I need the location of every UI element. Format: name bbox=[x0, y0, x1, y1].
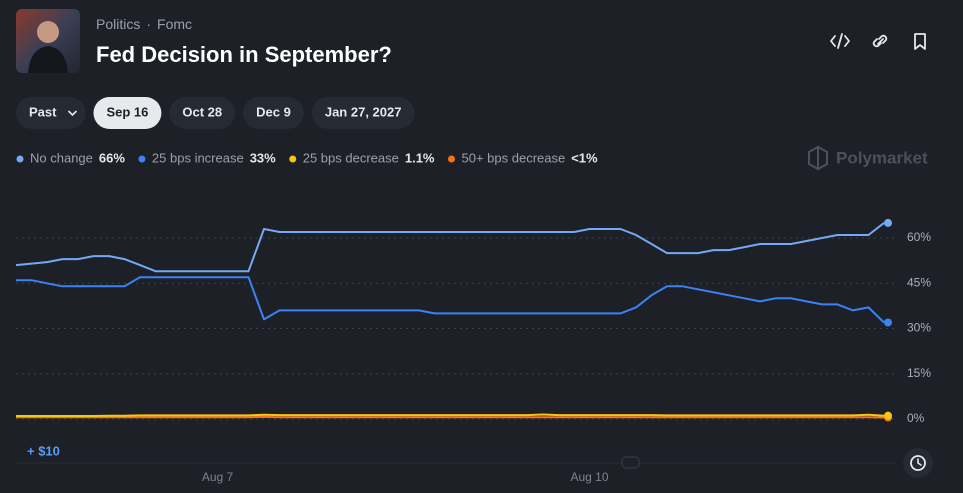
tab-background bbox=[16, 97, 86, 129]
tab[interactable]: Jan 27, 2027 bbox=[311, 97, 415, 129]
quick-bet[interactable]: + $10 bbox=[27, 443, 60, 458]
y-tick-label: 30% bbox=[907, 321, 931, 335]
legend-name: No change bbox=[30, 150, 93, 165]
series-line bbox=[16, 276, 885, 324]
tab-label: Jan 27, 2027 bbox=[325, 104, 402, 119]
legend-value: 1.1% bbox=[405, 150, 435, 165]
legend-value: 66% bbox=[99, 150, 125, 165]
tab-background bbox=[93, 97, 162, 129]
tab-background bbox=[243, 97, 304, 129]
time-button[interactable] bbox=[903, 448, 933, 478]
tab-background bbox=[169, 97, 236, 129]
tab[interactable]: Oct 28 bbox=[169, 97, 236, 129]
embed-button[interactable] bbox=[830, 33, 850, 49]
x-tick-label: Aug 7 bbox=[202, 470, 234, 484]
scrubber-handle[interactable] bbox=[621, 456, 640, 469]
legend-dot bbox=[16, 155, 24, 163]
tab-background bbox=[311, 97, 415, 129]
tab[interactable]: Sep 16 bbox=[93, 97, 162, 129]
y-tick-label: 0% bbox=[907, 411, 925, 425]
legend-name: 50+ bps decrease bbox=[462, 150, 566, 165]
legend-dot bbox=[289, 155, 297, 163]
y-tick-label: 45% bbox=[907, 275, 931, 289]
series-line bbox=[16, 413, 885, 417]
link-button[interactable] bbox=[872, 34, 888, 48]
series-line bbox=[16, 415, 885, 419]
legend-dot bbox=[448, 155, 455, 163]
end-dot bbox=[884, 411, 892, 420]
legend-name: 25 bps increase bbox=[152, 150, 244, 165]
tab-label: Past bbox=[29, 104, 57, 119]
tab-label: Oct 28 bbox=[182, 104, 222, 119]
legend-item: 25 bps increase 33% bbox=[138, 150, 276, 165]
plot: 0% 15% 30% 45% 60% Aug 7 Aug 10 bbox=[15, 218, 931, 484]
legend-item: No change 66% bbox=[16, 150, 125, 165]
legend-name: 25 bps decrease bbox=[303, 150, 399, 165]
tab[interactable]: Dec 9 bbox=[243, 97, 304, 129]
tab[interactable]: Past bbox=[16, 97, 86, 129]
brand: Polymarket bbox=[808, 145, 928, 171]
market-title: Fed Decision in September? bbox=[96, 42, 392, 67]
tab-label: Sep 16 bbox=[106, 104, 148, 119]
tab-bar: Past Sep 16 Oct 28 Dec 9 Jan 27, 2027 bbox=[16, 97, 415, 129]
chevron bbox=[67, 110, 78, 117]
breadcrumb-item[interactable]: Politics bbox=[96, 16, 140, 32]
x-tick-label: Aug 10 bbox=[570, 470, 608, 484]
market-image bbox=[16, 9, 80, 73]
legend-value: 33% bbox=[250, 150, 276, 165]
separator: · bbox=[146, 16, 151, 32]
end-dot bbox=[884, 318, 892, 327]
legend: No change 66% 25 bps increase 33% 25 bps dec… bbox=[16, 150, 598, 165]
legend-item: 25 bps decrease 1.1% bbox=[289, 150, 435, 165]
y-tick-label: 60% bbox=[907, 230, 931, 244]
series-line bbox=[15, 222, 885, 273]
brand-name: Polymarket bbox=[836, 148, 928, 167]
y-tick-label: 15% bbox=[907, 366, 931, 380]
legend-value: <1% bbox=[571, 150, 598, 165]
bookmark-button[interactable] bbox=[914, 33, 926, 50]
legend-dot bbox=[138, 155, 146, 163]
breadcrumb-item[interactable]: Fomc bbox=[157, 16, 192, 32]
tab-label: Dec 9 bbox=[256, 104, 291, 119]
breadcrumb: Politics · Fomc bbox=[96, 16, 192, 32]
end-dot bbox=[884, 218, 892, 227]
legend-item: 50+ bps decrease <1% bbox=[448, 150, 598, 165]
